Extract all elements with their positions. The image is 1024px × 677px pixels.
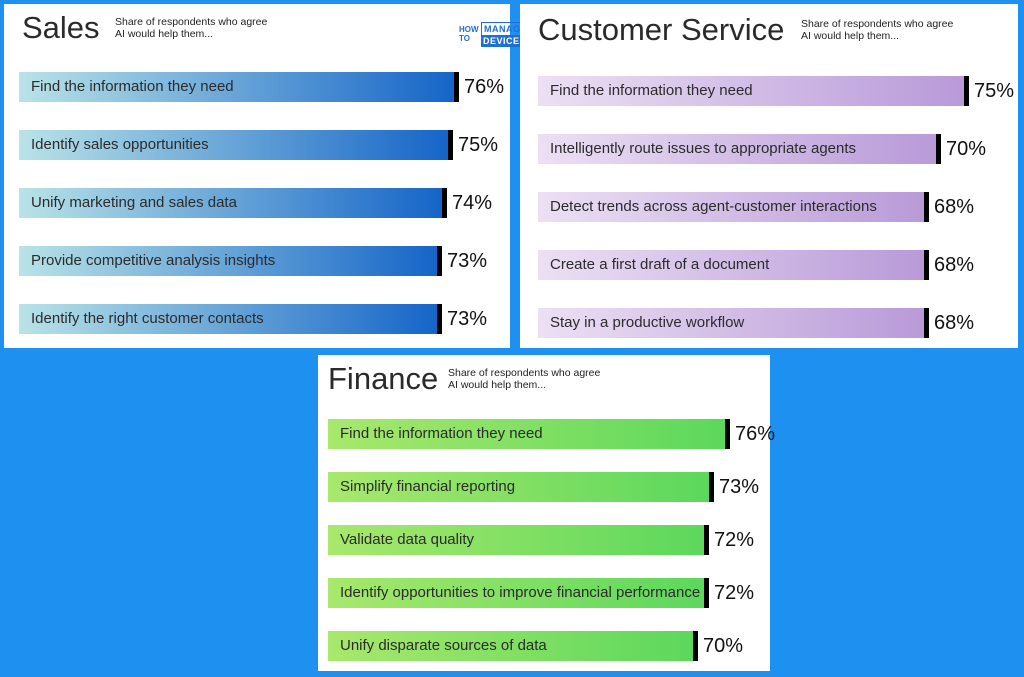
bar-value-label: 70% [703, 635, 744, 657]
bar-value-label: 74% [452, 192, 493, 214]
bar [538, 308, 924, 338]
bar [328, 631, 693, 661]
customer-service-title: Customer Service [538, 12, 785, 47]
finance-subtitle-line1: Share of respondents who agree [448, 367, 601, 379]
bar [19, 246, 437, 276]
bar-row: Find the information they need 76% [328, 419, 795, 449]
bar-value-label: 70% [946, 138, 987, 160]
customer-service-subtitle: Share of respondents who agree AI would … [801, 18, 953, 42]
bar-value-label: 73% [447, 308, 488, 330]
bar-row: Unify disparate sources of data 70% [328, 631, 763, 661]
bar-row: Simplify financial reporting 73% [328, 472, 779, 502]
finance-title: Finance [328, 361, 439, 396]
bar [19, 188, 442, 218]
bar-end-marker [704, 578, 709, 608]
bar-category-label: Find the information they need [550, 82, 753, 99]
bar-row: Create a first draft of a document 68% [538, 250, 994, 280]
customer-service-panel: Customer Service Share of respondents wh… [520, 4, 1018, 348]
logo-how-text: HOW TO [459, 25, 479, 43]
finance-panel: Finance Share of respondents who agree A… [318, 355, 775, 671]
bar-end-marker [693, 631, 698, 661]
bar-row: Provide competitive analysis insights 73% [19, 246, 507, 276]
bar [19, 304, 437, 334]
bar-category-label: Simplify financial reporting [340, 478, 516, 495]
bar-category-label: Unify disparate sources of data [340, 637, 547, 654]
bar-end-marker [924, 192, 929, 222]
bar-end-marker [442, 188, 447, 218]
bar-category-label: Stay in a productive workflow [550, 314, 745, 331]
sales-panel: Sales Share of respondents who agree AI … [4, 4, 530, 348]
bar-end-marker [454, 72, 459, 102]
cs-subtitle-line1: Share of respondents who agree [801, 18, 954, 30]
bar-category-label: Unify marketing and sales data [31, 194, 237, 211]
sales-subtitle-line2: AI would help them... [115, 28, 214, 40]
bar-end-marker [924, 250, 929, 280]
bar-category-label: Validate data quality [340, 531, 474, 548]
finance-subtitle: Share of respondents who agree AI would … [448, 367, 600, 391]
bar [538, 134, 936, 164]
bar-value-label: 73% [719, 476, 760, 498]
bar [328, 419, 725, 449]
finance-subtitle-line2: AI would help them... [448, 379, 547, 391]
how-to-manage-devices-logo: HOW TO MANAGE DEVICES [459, 22, 530, 48]
bar-row: Stay in a productive workflow 68% [538, 308, 994, 338]
bar-value-label: 76% [464, 76, 505, 98]
sales-title: Sales [22, 10, 100, 45]
bar-value-label: 68% [934, 312, 975, 334]
bar-end-marker [924, 308, 929, 338]
bar-end-marker [704, 525, 709, 555]
bar-end-marker [725, 419, 730, 449]
bar-value-label: 68% [934, 196, 975, 218]
bar-value-label: 72% [714, 582, 755, 604]
bar-value-label: 72% [714, 529, 755, 551]
bar-category-label: Intelligently route issues to appropriat… [550, 140, 857, 157]
bar-category-label: Identify sales opportunities [31, 136, 209, 153]
cs-subtitle-line2: AI would help them... [801, 30, 900, 42]
bar-end-marker [936, 134, 941, 164]
bar-row: Identify opportunities to improve financ… [328, 578, 774, 608]
bar [538, 76, 964, 106]
bar-category-label: Detect trends across agent-customer inte… [550, 198, 877, 215]
bar-value-label: 68% [934, 254, 975, 276]
bar-category-label: Identify the right customer contacts [31, 310, 264, 327]
sales-subtitle-line1: Share of respondents who agree [115, 16, 268, 28]
bar-row: Find the information they need 76% [19, 72, 524, 102]
sales-subtitle: Share of respondents who agree AI would … [115, 16, 267, 40]
logo-devices-text: DEVICES [481, 35, 529, 47]
bar-row: Identify sales opportunities 75% [19, 130, 518, 160]
bar [538, 192, 924, 222]
bar-row: Detect trends across agent-customer inte… [538, 192, 994, 222]
bar-end-marker [437, 304, 442, 334]
bar-value-label: 76% [735, 423, 776, 445]
bar [328, 472, 709, 502]
bar-category-label: Identify opportunities to improve financ… [340, 584, 701, 601]
bar-value-label: 75% [974, 80, 1015, 102]
bar-end-marker [709, 472, 714, 502]
bar-end-marker [964, 76, 969, 106]
bar-row: Validate data quality 72% [328, 525, 774, 555]
bar-row: Intelligently route issues to appropriat… [538, 134, 1006, 164]
bar-category-label: Create a first draft of a document [550, 256, 770, 273]
bar-value-label: 75% [458, 134, 499, 156]
bar-row: Unify marketing and sales data 74% [19, 188, 512, 218]
bar [328, 525, 704, 555]
bar-category-label: Find the information they need [31, 78, 234, 95]
bar [538, 250, 924, 280]
bar [19, 130, 448, 160]
bar-row: Identify the right customer contacts 73% [19, 304, 507, 334]
bar [328, 578, 704, 608]
bar-value-label: 73% [447, 250, 488, 272]
bar-category-label: Provide competitive analysis insights [31, 252, 276, 269]
bar-category-label: Find the information they need [340, 425, 543, 442]
bar [19, 72, 454, 102]
bar-end-marker [437, 246, 442, 276]
bar-row: Find the information they need 75% [538, 76, 1024, 106]
bar-end-marker [448, 130, 453, 160]
